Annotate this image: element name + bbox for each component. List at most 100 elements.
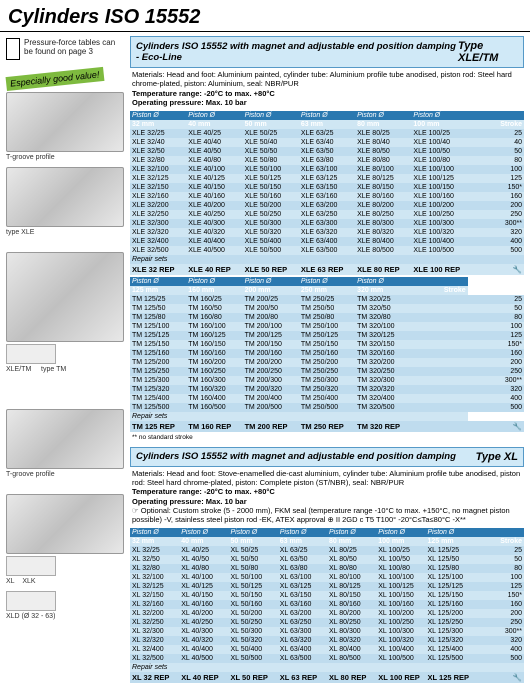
stroke-val: 25 [475,546,524,555]
cell: XL 63/150 [278,591,327,600]
cell: XL 40/100 [179,573,228,582]
cell: XL 40/80 [179,564,228,573]
cell: XLE 50/400 [243,237,299,246]
cell: XL 32/250 [130,618,179,627]
cell: TM 160/150 [186,340,242,349]
product-image-tm [6,252,124,342]
cell: XLE 32/250 [130,210,186,219]
stroke-val: 100 [468,322,524,331]
col-header: Piston Ø [411,111,467,120]
cell: XLE 32/100 [130,165,186,174]
cell: XLE 100/320 [411,228,467,237]
table-xle: Piston ØPiston ØPiston ØPiston ØPiston Ø… [130,111,524,275]
cell: TM 160/500 [186,403,242,412]
stroke-val: 150* [468,183,524,192]
cell: XL 125/25 [426,546,475,555]
cell: TM 320/80 [355,313,411,322]
cell: XLE 63/160 [299,192,355,201]
cell: TM 160/50 [186,304,242,313]
cell: XLE 50/50 [243,147,299,156]
cell: TM 320/150 [355,340,411,349]
table-tm: Piston ØPiston ØPiston ØPiston ØPiston Ø… [130,277,524,432]
cell: XLE 40/100 [186,165,242,174]
col-size: 100 mm [376,537,425,546]
cell [411,304,467,313]
cell: XLE 32/50 [130,147,186,156]
stroke-val: 320 [468,228,524,237]
cell: XLE 50/500 [243,246,299,255]
cell: XL 32/300 [130,627,179,636]
cell: XL 32/25 [130,546,179,555]
cell: TM 320/160 [355,349,411,358]
cell: XL 63/125 [278,582,327,591]
cell: XLE 100/500 [411,246,467,255]
repair-cell: XL 40 REP [179,672,228,683]
cell: TM 320/400 [355,394,411,403]
cell: XL 63/400 [278,645,327,654]
repair-cell: TM 125 REP [130,421,186,432]
cell: XL 100/50 [376,555,425,564]
cell: XL 125/125 [426,582,475,591]
product-image-profile [6,92,124,152]
xl-diagram [6,556,56,576]
cell: XL 80/300 [327,627,376,636]
cell: XLE 50/320 [243,228,299,237]
col-size: 63 mm [278,537,327,546]
repair-cell: XL 50 REP [229,672,278,683]
cell: XL 32/160 [130,600,179,609]
col-size: 125 mm [426,537,475,546]
cell: TM 250/300 [299,376,355,385]
cell: TM 320/300 [355,376,411,385]
cell: XLE 100/200 [411,201,467,210]
col-header: Piston Ø [179,528,228,537]
repair-cell: XL 100 REP [376,672,425,683]
cell: XLE 40/300 [186,219,242,228]
stroke-val: 80 [468,313,524,322]
stroke-val: 300** [468,219,524,228]
stroke-val: 80 [475,564,524,573]
cell: XLE 100/300 [411,219,467,228]
cell: XLE 100/100 [411,165,467,174]
cell [411,340,467,349]
cell: XL 50/400 [229,645,278,654]
cell: XL 32/125 [130,582,179,591]
cell: XLE 40/160 [186,192,242,201]
cell: TM 320/320 [355,385,411,394]
good-value-banner: Especially good value! [6,67,104,91]
stroke-val: 320 [468,385,524,394]
cell: XLE 80/160 [355,192,411,201]
cell: TM 160/400 [186,394,242,403]
cell: XLE 63/500 [299,246,355,255]
cell: XL 63/320 [278,636,327,645]
col-size: 63 mm [299,120,355,129]
section1-type: Type XLE/TM [458,40,518,64]
cell: XL 63/200 [278,609,327,618]
stroke-val: 100 [468,165,524,174]
cell: XL 63/250 [278,618,327,627]
repair-cell: TM 320 REP [355,421,411,432]
col-header: Piston Ø [327,528,376,537]
cell: XL 80/80 [327,564,376,573]
caption-xl: XL XLK [6,578,124,585]
pressure-note-text: Pressure-force tables can be found on pa… [24,38,124,56]
stroke-val: 50 [468,147,524,156]
cell: XLE 100/50 [411,147,467,156]
stroke-val: 250 [468,210,524,219]
cell [411,403,467,412]
cell: XL 32/80 [130,564,179,573]
cell: XL 50/250 [229,618,278,627]
cell: XL 40/150 [179,591,228,600]
col-size: 32 mm [130,537,179,546]
cell: TM 320/125 [355,331,411,340]
section1-specs: Materials: Head and foot: Aluminium pain… [130,70,524,108]
repair-cell: XL 32 REP [130,672,179,683]
cell: XL 125/500 [426,654,475,663]
cell: XL 125/400 [426,645,475,654]
cell: TM 200/160 [243,349,299,358]
cell: XL 100/100 [376,573,425,582]
repair-cell: XLE 40 REP [186,264,242,275]
stroke-header [468,111,524,120]
cell: XLE 80/500 [355,246,411,255]
cell: TM 320/250 [355,367,411,376]
cell: XL 100/160 [376,600,425,609]
